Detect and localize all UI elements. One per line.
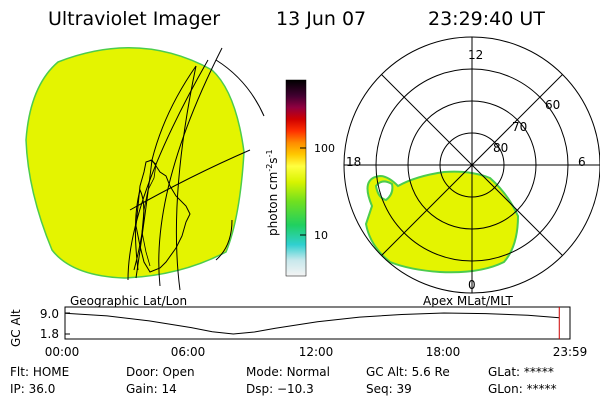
x-tick-label: 18:00 — [426, 345, 461, 359]
meridian-line — [127, 59, 209, 281]
meridian-line — [215, 59, 265, 117]
colorbar-tick-label: 10 — [314, 229, 328, 242]
meridian-line — [215, 219, 233, 261]
gain-info: Gain: 14 — [126, 382, 177, 396]
meridian-line — [158, 47, 223, 287]
colorbar-tick-label: 100 — [314, 142, 335, 155]
meridian-line — [175, 65, 197, 291]
altitude-plot: 9.0 1.8 GC Alt 00:00 06:00 12:00 18:00 2… — [9, 306, 588, 359]
colorbar — [285, 79, 307, 277]
plot-frame — [64, 306, 571, 340]
y-tick-label: 9.0 — [40, 307, 59, 321]
geographic-label: Geographic Lat/Lon — [70, 294, 187, 308]
seq-info: Seq: 39 — [366, 382, 412, 396]
lat-ring-label: 70 — [512, 120, 527, 134]
y-axis-label: GC Alt — [9, 309, 23, 347]
x-tick-label: 23:59 — [553, 345, 588, 359]
parallel-line — [133, 188, 145, 271]
lat-ring-label: 80 — [493, 141, 508, 155]
auroral-gap — [374, 180, 394, 202]
ip-info: IP: 36.0 — [10, 382, 56, 396]
date-label: 13 Jun 07 — [276, 8, 367, 30]
polar-plot — [343, 36, 600, 294]
y-tick-label: 1.8 — [40, 327, 59, 341]
meridian-line — [135, 65, 197, 279]
polar-diag — [381, 74, 563, 256]
altitude-line — [64, 312, 560, 335]
apex-label: Apex MLat/MLT — [423, 294, 513, 308]
lat-ring-label: 60 — [545, 98, 560, 112]
mlt-label-top: 12 — [468, 48, 483, 62]
geographic-image — [25, 47, 265, 291]
glon-info: GLon: ***** — [488, 382, 557, 396]
mlt-label-bottom: 0 — [468, 278, 476, 292]
door-info: Door: Open — [126, 365, 195, 379]
time-label: 23:29:40 UT — [428, 8, 545, 30]
earth-disk — [25, 47, 245, 279]
app-title: Ultraviolet Imager — [48, 8, 221, 30]
coastline — [135, 159, 191, 273]
x-tick-label: 00:00 — [45, 345, 80, 359]
x-tick-label: 06:00 — [171, 345, 206, 359]
mlt-label-right: 6 — [578, 155, 586, 169]
colorbar-unit-label: photon cm-2s-1 — [265, 149, 280, 236]
flt-info: Flt: HOME — [10, 365, 70, 379]
mlt-label-left: 18 — [346, 155, 361, 169]
gcalt-info: GC Alt: 5.6 Re — [366, 365, 450, 379]
mode-info: Mode: Normal — [246, 365, 330, 379]
x-tick-label: 12:00 — [299, 345, 334, 359]
glat-info: GLat: ***** — [488, 365, 554, 379]
dsp-info: Dsp: −10.3 — [246, 382, 314, 396]
